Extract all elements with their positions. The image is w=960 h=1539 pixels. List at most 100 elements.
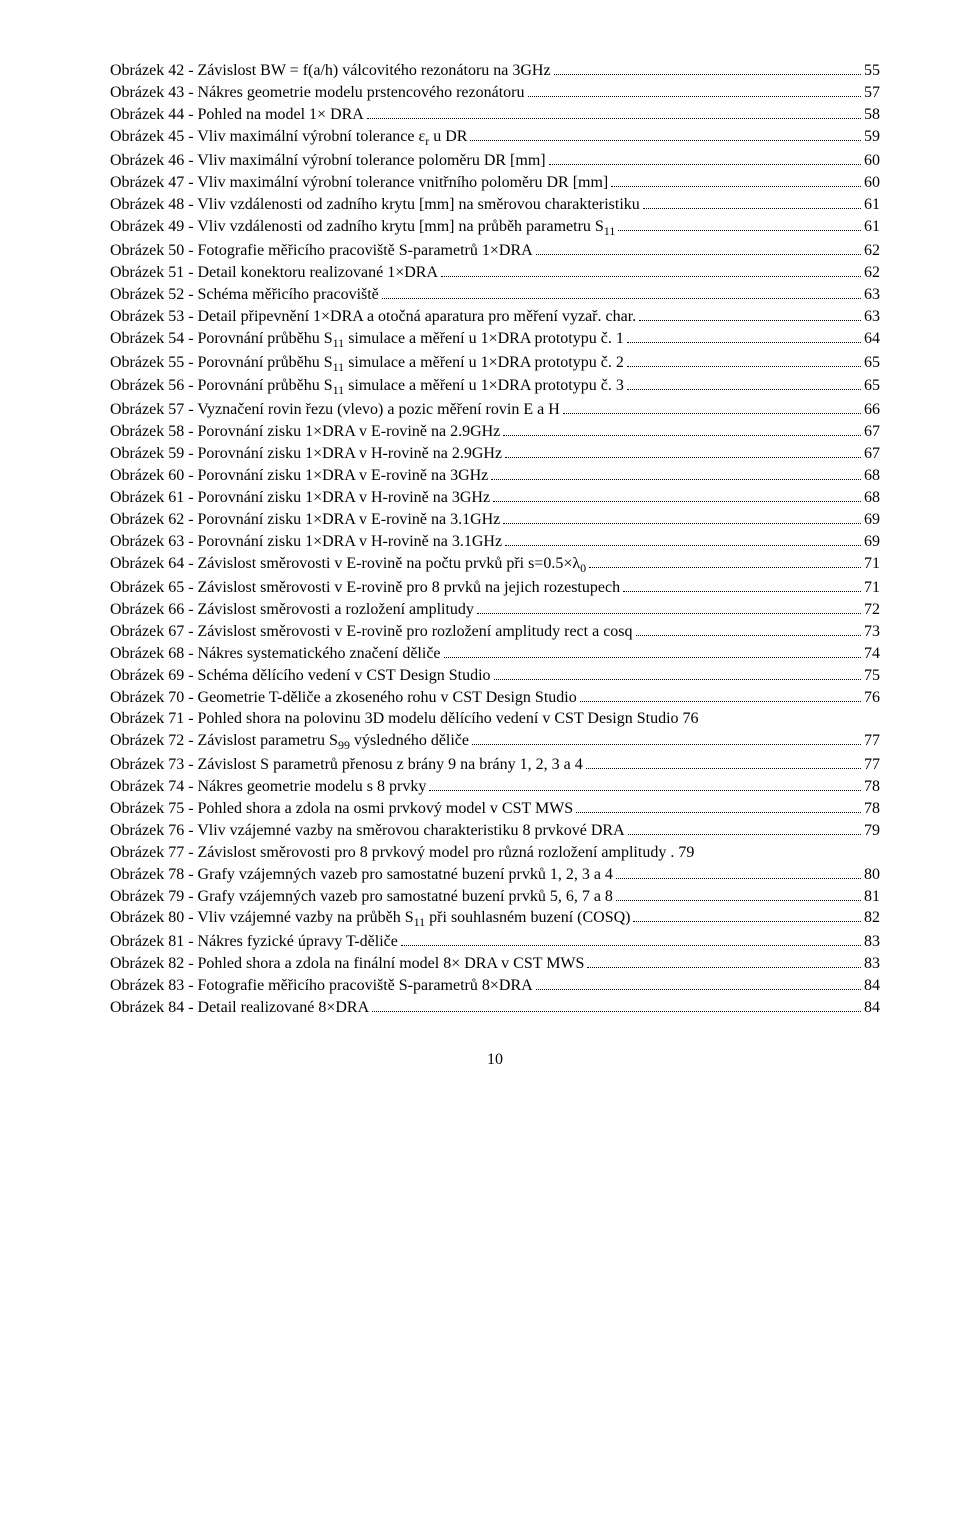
leader-dots bbox=[627, 327, 861, 342]
figure-entry-page: 65 bbox=[864, 375, 880, 397]
figure-entry-label: Obrázek 60 - Porovnání zisku 1×DRA v E-r… bbox=[110, 465, 488, 487]
figure-entry-label: Obrázek 44 - Pohled na model 1× DRA bbox=[110, 104, 364, 126]
figure-entry-page: 71 bbox=[864, 577, 880, 599]
figure-entry-page: 61 bbox=[864, 216, 880, 238]
figure-entry-label: Obrázek 47 - Vliv maximální výrobní tole… bbox=[110, 172, 608, 194]
figure-entry: Obrázek 58 - Porovnání zisku 1×DRA v E-r… bbox=[110, 421, 880, 443]
figure-entry-label: Obrázek 43 - Nákres geometrie modelu prs… bbox=[110, 82, 525, 104]
leader-dots bbox=[587, 953, 861, 968]
leader-dots bbox=[549, 150, 861, 165]
leader-dots bbox=[536, 239, 861, 254]
figure-entry-page: 57 bbox=[864, 82, 880, 104]
figure-entry: Obrázek 61 - Porovnání zisku 1×DRA v H-r… bbox=[110, 487, 880, 509]
figure-entry-page: 83 bbox=[864, 953, 880, 975]
leader-dots bbox=[372, 997, 861, 1012]
figure-entry: Obrázek 51 - Detail konektoru realizovan… bbox=[110, 261, 880, 283]
figure-entry-label: Obrázek 45 - Vliv maximální výrobní tole… bbox=[110, 126, 467, 149]
figure-entry-label: Obrázek 52 - Schéma měřicího pracoviště bbox=[110, 284, 379, 306]
figure-entry: Obrázek 74 - Nákres geometrie modelu s 8… bbox=[110, 776, 880, 798]
figure-entry-label: Obrázek 57 - Vyznačení rovin řezu (vlevo… bbox=[110, 399, 560, 421]
leader-dots bbox=[382, 283, 861, 298]
figure-entry: Obrázek 63 - Porovnání zisku 1×DRA v H-r… bbox=[110, 531, 880, 553]
figure-entry-page: 82 bbox=[864, 907, 880, 929]
figure-entry: Obrázek 84 - Detail realizované 8×DRA84 bbox=[110, 997, 880, 1019]
figure-entry-page: 63 bbox=[864, 306, 880, 328]
figure-entry-label: Obrázek 79 - Grafy vzájemných vazeb pro … bbox=[110, 886, 613, 908]
figure-entry: Obrázek 42 - Závislost BW = f(a/h) válco… bbox=[110, 60, 880, 82]
figure-entry: Obrázek 67 - Závislost směrovosti v E-ro… bbox=[110, 620, 880, 642]
figure-entry: Obrázek 62 - Porovnání zisku 1×DRA v E-r… bbox=[110, 509, 880, 531]
leader-dots bbox=[618, 216, 861, 231]
figure-entry-page: 69 bbox=[864, 509, 880, 531]
figure-entry-page: 65 bbox=[864, 352, 880, 374]
leader-dots bbox=[429, 776, 861, 791]
figure-entry-page: 71 bbox=[864, 553, 880, 575]
leader-dots bbox=[401, 931, 861, 946]
leader-dots bbox=[633, 907, 861, 922]
figure-entry-label: Obrázek 54 - Porovnání průběhu S11 simul… bbox=[110, 328, 624, 351]
figure-entry: Obrázek 52 - Schéma měřicího pracoviště6… bbox=[110, 283, 880, 305]
leader-dots bbox=[611, 172, 861, 187]
figure-entry: Obrázek 66 - Závislost směrovosti a rozl… bbox=[110, 598, 880, 620]
figure-entry-page: 76 bbox=[683, 708, 699, 730]
figure-entry-label: Obrázek 82 - Pohled shora a zdola na fin… bbox=[110, 953, 584, 975]
figure-entry-page: 77 bbox=[864, 730, 880, 752]
leader-dots bbox=[470, 126, 861, 141]
figure-entry-page: 81 bbox=[864, 886, 880, 908]
figure-entry-label: Obrázek 73 - Závislost S parametrů přeno… bbox=[110, 754, 583, 776]
figure-entry-label: Obrázek 74 - Nákres geometrie modelu s 8… bbox=[110, 776, 426, 798]
figure-entry-page: 84 bbox=[864, 997, 880, 1019]
figure-entry-page: 79 bbox=[678, 842, 694, 864]
figure-entry-page: 76 bbox=[864, 687, 880, 709]
figure-entry: Obrázek 49 - Vliv vzdálenosti od zadního… bbox=[110, 216, 880, 240]
leader-dots bbox=[589, 553, 861, 568]
figure-entry-label: Obrázek 76 - Vliv vzájemné vazby na směr… bbox=[110, 820, 625, 842]
figure-entry: Obrázek 78 - Grafy vzájemných vazeb pro … bbox=[110, 863, 880, 885]
figure-entry-label: Obrázek 58 - Porovnání zisku 1×DRA v E-r… bbox=[110, 421, 500, 443]
figure-entry: Obrázek 79 - Grafy vzájemných vazeb pro … bbox=[110, 885, 880, 907]
leader-dots bbox=[576, 798, 861, 813]
figure-entry-label: Obrázek 51 - Detail konektoru realizovan… bbox=[110, 262, 438, 284]
figure-entry-page: 66 bbox=[864, 399, 880, 421]
figure-entry-page: 58 bbox=[864, 104, 880, 126]
leader-dots bbox=[503, 421, 861, 436]
figure-entry-page: 73 bbox=[864, 621, 880, 643]
figure-entry: Obrázek 65 - Závislost směrovosti v E-ro… bbox=[110, 576, 880, 598]
figure-entry-page: 60 bbox=[864, 150, 880, 172]
figure-entry-page: 79 bbox=[864, 820, 880, 842]
leader-dots bbox=[494, 664, 861, 679]
figure-entry: Obrázek 47 - Vliv maximální výrobní tole… bbox=[110, 172, 880, 194]
figure-entry-page: 59 bbox=[864, 126, 880, 148]
leader-dots bbox=[643, 194, 861, 209]
page-number: 10 bbox=[110, 1049, 880, 1071]
figure-entry: Obrázek 50 - Fotografie měřicího pracovi… bbox=[110, 239, 880, 261]
figure-entry-label: Obrázek 66 - Závislost směrovosti a rozl… bbox=[110, 599, 474, 621]
figure-entry: Obrázek 76 - Vliv vzájemné vazby na směr… bbox=[110, 820, 880, 842]
figure-entry-label: Obrázek 81 - Nákres fyzické úpravy T-děl… bbox=[110, 931, 398, 953]
leader-dots bbox=[505, 443, 861, 458]
figure-entry: Obrázek 54 - Porovnání průběhu S11 simul… bbox=[110, 327, 880, 351]
figure-entry-label: Obrázek 48 - Vliv vzdálenosti od zadního… bbox=[110, 194, 640, 216]
figure-entry: Obrázek 60 - Porovnání zisku 1×DRA v E-r… bbox=[110, 465, 880, 487]
figure-entry-page: 83 bbox=[864, 931, 880, 953]
figure-entry-label: Obrázek 50 - Fotografie měřicího pracovi… bbox=[110, 240, 533, 262]
leader-dots bbox=[493, 487, 861, 502]
figure-entry-page: 69 bbox=[864, 531, 880, 553]
figure-entry-label: Obrázek 72 - Závislost parametru S99 výs… bbox=[110, 730, 469, 753]
figure-entry-label: Obrázek 46 - Vliv maximální výrobní tole… bbox=[110, 150, 546, 172]
figure-entry: Obrázek 48 - Vliv vzdálenosti od zadního… bbox=[110, 194, 880, 216]
figure-entry-label: Obrázek 68 - Nákres systematického znače… bbox=[110, 643, 441, 665]
leader-dots bbox=[441, 261, 861, 276]
figure-entry-label: Obrázek 62 - Porovnání zisku 1×DRA v E-r… bbox=[110, 509, 500, 531]
figure-entry-label: Obrázek 63 - Porovnání zisku 1×DRA v H-r… bbox=[110, 531, 502, 553]
figure-entry-page: 68 bbox=[864, 465, 880, 487]
figure-entry-label: Obrázek 61 - Porovnání zisku 1×DRA v H-r… bbox=[110, 487, 490, 509]
figure-entry-label: Obrázek 75 - Pohled shora a zdola na osm… bbox=[110, 798, 573, 820]
figure-entry-label: Obrázek 83 - Fotografie měřicího pracovi… bbox=[110, 975, 533, 997]
leader-dots bbox=[505, 531, 861, 546]
leader-dots bbox=[639, 305, 861, 320]
figure-entry-label: Obrázek 56 - Porovnání průběhu S11 simul… bbox=[110, 375, 624, 398]
figure-entry-page: 77 bbox=[864, 754, 880, 776]
leader-dots bbox=[491, 465, 861, 480]
figure-entry-label: Obrázek 78 - Grafy vzájemných vazeb pro … bbox=[110, 864, 613, 886]
